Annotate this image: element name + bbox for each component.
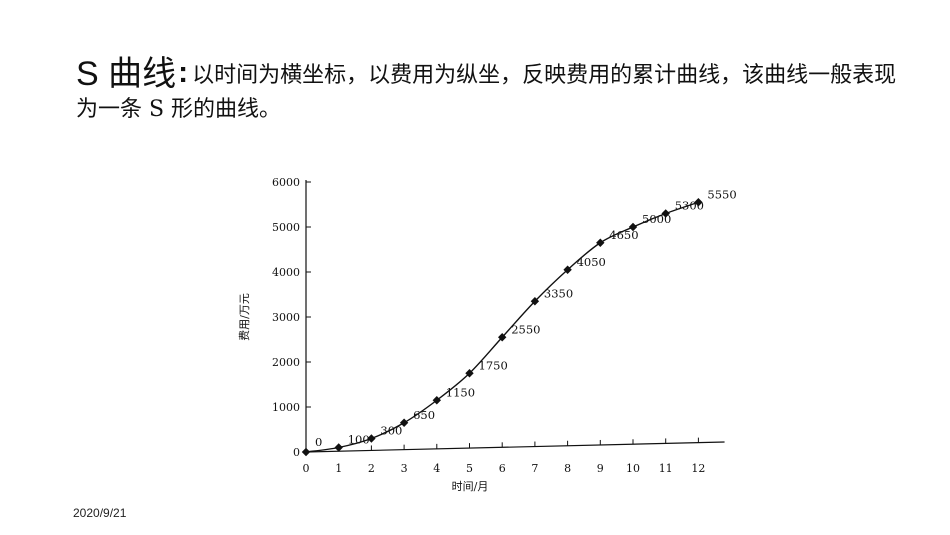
- data-point-marker: [596, 238, 605, 247]
- x-tick-label: 2: [368, 462, 375, 475]
- x-axis-line: [305, 441, 725, 453]
- data-point-label: 1750: [479, 358, 508, 372]
- slide-heading: S 曲线: 以时间为横坐标，以费用为纵坐，反映费用的累计曲线，该曲线一般表现为一条…: [76, 56, 906, 127]
- data-point-marker: [465, 369, 474, 378]
- x-tick-label: 11: [659, 462, 673, 475]
- data-point-label: 650: [413, 408, 435, 422]
- y-tick-label: 2000: [272, 356, 300, 369]
- s-curve-description: 以时间为横坐标，以费用为纵坐，反映费用的累计曲线，该曲线一般表现为一条 S 形的…: [76, 63, 897, 122]
- x-tick-label: 1: [335, 462, 342, 475]
- x-tick-label: 9: [597, 462, 604, 475]
- data-point-marker: [498, 333, 507, 342]
- data-point-marker: [563, 265, 572, 274]
- data-point-marker: [530, 297, 540, 306]
- x-tick-label: 4: [433, 462, 440, 475]
- y-tick-label: 5000: [272, 221, 300, 234]
- data-point-marker: [367, 434, 376, 443]
- series-line: [305, 201, 699, 453]
- data-point-label: 100: [348, 433, 370, 447]
- x-tick-label: 5: [466, 462, 473, 475]
- data-point-label: 4050: [577, 255, 606, 269]
- data-point-marker: [432, 396, 441, 405]
- data-point-marker: [334, 443, 343, 452]
- x-axis-label: 时间/月: [452, 480, 489, 493]
- slide-date: 2020/9/21: [73, 506, 127, 520]
- data-point-label: 3350: [544, 286, 573, 300]
- chart-ticks: 0 1 2 3 4 5 6 7 8 9 10 11 12010002000300040005000600…: [272, 176, 705, 475]
- x-tick-label: 0: [303, 462, 310, 475]
- y-tick-label: 3000: [272, 311, 300, 324]
- y-tick-label: 4000: [272, 266, 300, 279]
- x-tick-label: 12: [691, 462, 705, 475]
- y-tick-label: 0: [293, 446, 300, 459]
- y-tick-label: 1000: [272, 401, 300, 414]
- heading-colon: :: [178, 56, 189, 89]
- data-point-label: 1150: [446, 385, 475, 399]
- s-curve-term: S 曲线: [76, 55, 177, 93]
- data-point-marker: [399, 418, 409, 427]
- data-point-label: 5550: [707, 187, 736, 201]
- x-tick-label: 10: [626, 462, 640, 475]
- data-point-marker: [301, 447, 311, 457]
- y-axis-label: 费用/万元: [238, 293, 251, 341]
- data-point-label: 0: [315, 435, 322, 449]
- y-tick-label: 6000: [272, 176, 300, 189]
- data-point-marker: [628, 222, 638, 232]
- x-tick-label: 7: [531, 462, 538, 475]
- data-point-label: 4650: [609, 228, 638, 242]
- x-tick-label: 3: [401, 462, 408, 475]
- chart-marks: 0 100300650115017502550335040504650500053…: [301, 187, 737, 457]
- data-point-label: 300: [380, 424, 402, 438]
- x-tick-label: 6: [499, 462, 506, 475]
- x-tick-label: 8: [564, 462, 571, 475]
- data-point-label: 2550: [511, 322, 540, 336]
- s-curve-chart: 0 1 2 3 4 5 6 7 8 9 10 11 12010002000300040005000600…: [238, 176, 737, 493]
